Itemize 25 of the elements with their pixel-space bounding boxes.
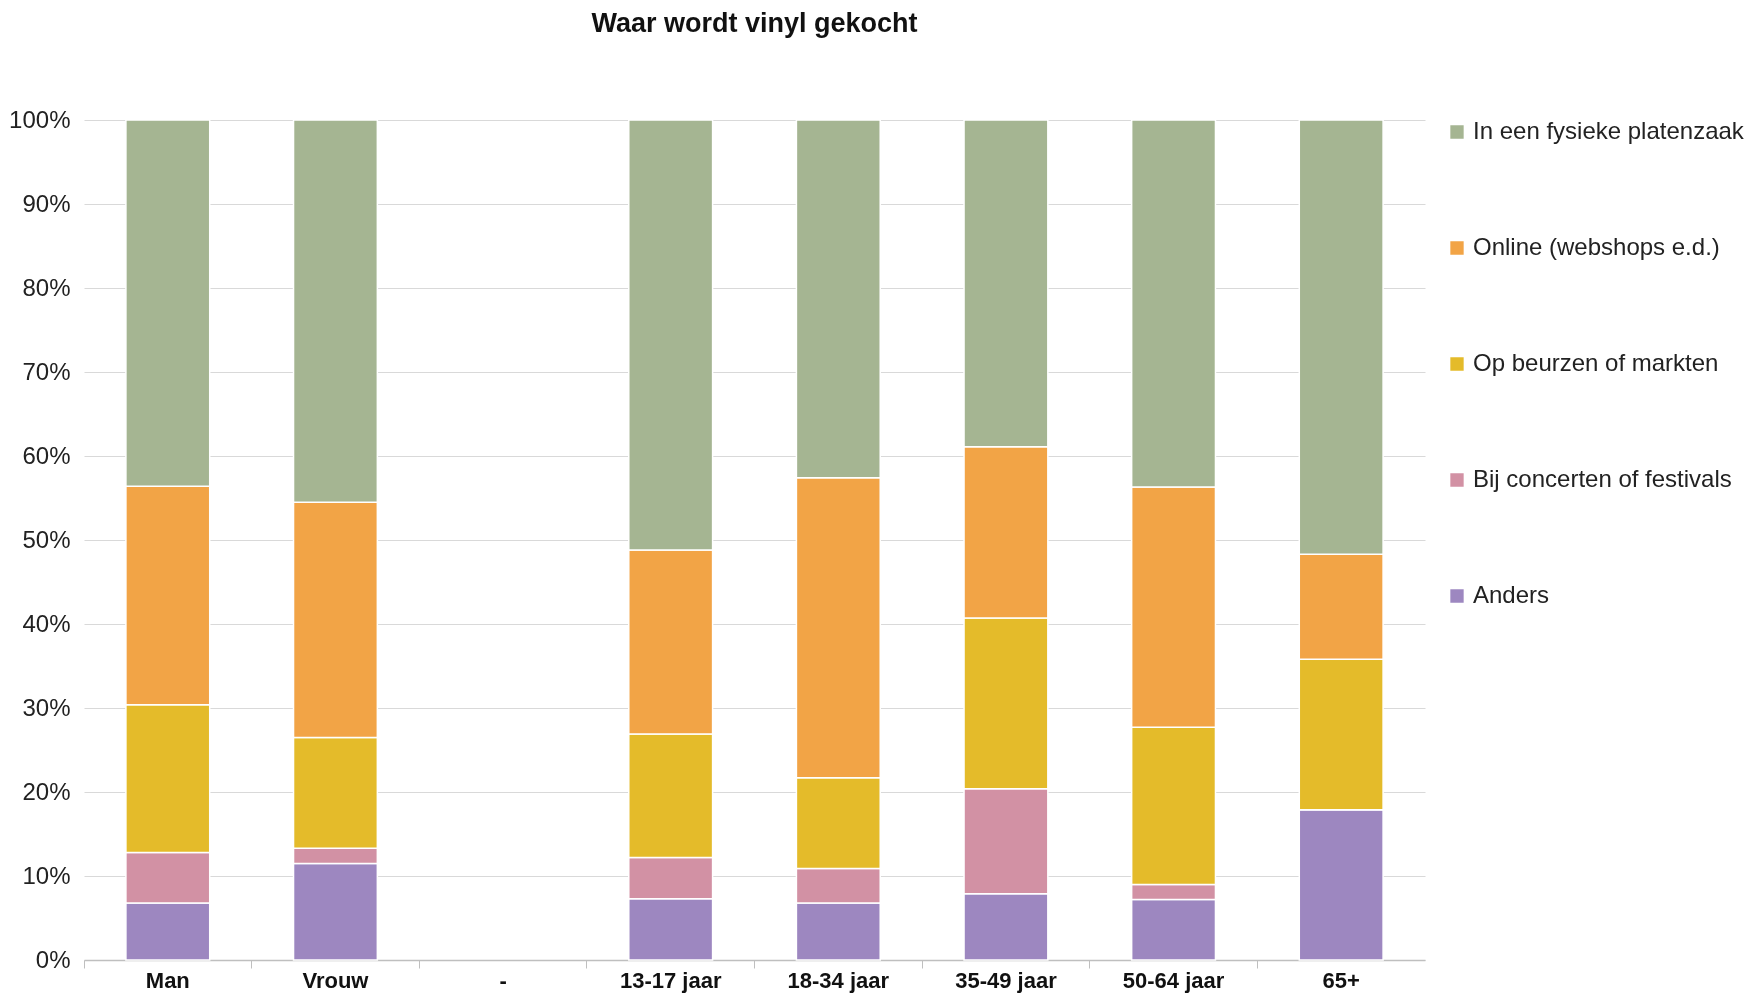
x-tick-label: 35-49 jaar	[955, 967, 1058, 993]
y-tick-label: 60%	[22, 441, 71, 469]
y-tick-label: 30%	[22, 693, 71, 721]
y-tick-label: 80%	[22, 273, 71, 301]
y-tick-label: 90%	[22, 189, 71, 217]
x-tick-label: 65+	[1322, 967, 1360, 993]
legend-label: Anders	[1473, 581, 1550, 608]
y-tick-label: 100%	[9, 105, 71, 133]
y-tick-label: 0%	[35, 945, 71, 973]
chart-title: Waar wordt vinyl gekocht	[591, 8, 918, 38]
y-tick-label: 50%	[22, 525, 71, 553]
x-tick-label: Vrouw	[302, 967, 370, 993]
y-tick-label: 40%	[22, 609, 71, 637]
x-tick-label: 50-64 jaar	[1122, 967, 1225, 993]
x-tick-label: Man	[145, 967, 190, 993]
y-tick-label: 10%	[22, 861, 71, 889]
x-tick-label: 13-17 jaar	[619, 967, 722, 993]
x-tick-label: 18-34 jaar	[787, 967, 890, 993]
x-tick-label: -	[499, 967, 507, 993]
legend-label: Op beurzen of markten	[1473, 349, 1719, 376]
legend-label: Online (webshops e.d.)	[1473, 233, 1720, 260]
legend-label: Bij concerten of festivals	[1473, 465, 1732, 492]
legend-label: In een fysieke platenzaak	[1473, 117, 1745, 144]
y-tick-label: 70%	[22, 357, 71, 385]
y-tick-label: 20%	[22, 777, 71, 805]
